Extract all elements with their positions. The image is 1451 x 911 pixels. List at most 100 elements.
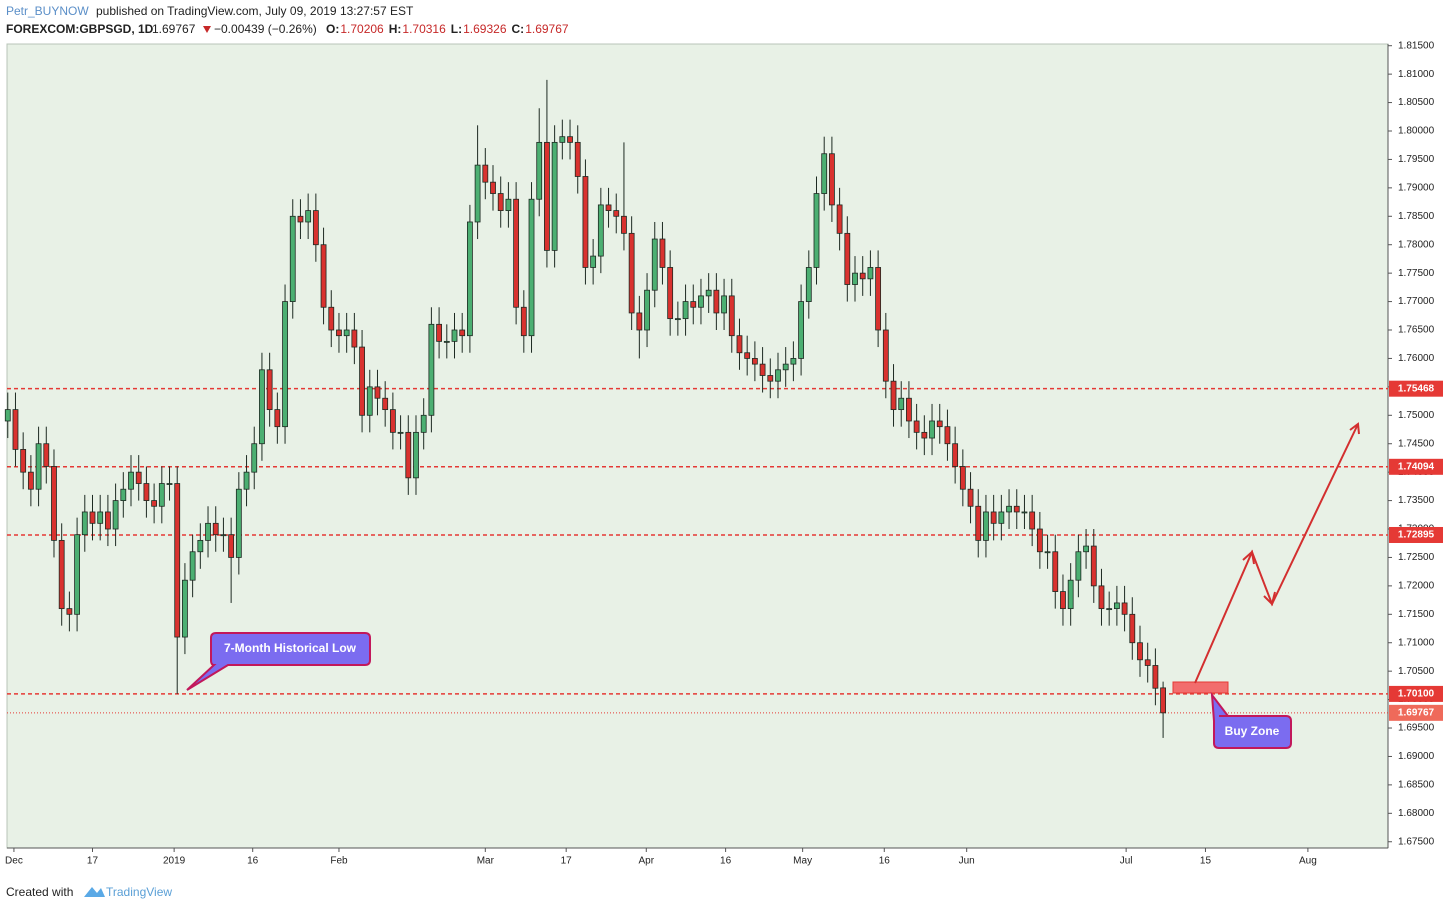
- ohlc-label: O:: [326, 22, 339, 36]
- candle-body: [459, 329, 466, 337]
- projection-arrows: [1194, 422, 1360, 684]
- candle-body: [189, 551, 196, 581]
- candle-body: [1113, 602, 1120, 610]
- candle-body: [251, 443, 258, 473]
- arrow-head: [1349, 422, 1360, 435]
- y-tick-label: 1.80000: [1398, 126, 1435, 137]
- candle-body: [243, 471, 250, 490]
- ohlc-label: H:: [389, 22, 402, 36]
- candle-body: [474, 164, 481, 223]
- candle-body: [1021, 511, 1028, 514]
- candle-body: [128, 471, 134, 490]
- candle-body: [751, 358, 758, 365]
- level-label-box: [1389, 526, 1443, 543]
- footer-brand[interactable]: TradingView: [106, 885, 172, 899]
- candle-body: [1160, 687, 1166, 714]
- candle-body: [736, 335, 743, 354]
- candle-body: [151, 500, 158, 507]
- header: Petr_BUYNOW published on TradingView.com…: [6, 4, 569, 36]
- candle-body: [844, 232, 851, 285]
- candle-body: [651, 238, 658, 291]
- candle-body: [528, 198, 535, 337]
- x-tick-label: 17: [561, 856, 573, 867]
- candle-body: [289, 215, 296, 302]
- candle-body: [959, 466, 966, 490]
- candle-body: [582, 176, 589, 268]
- down-arrow-icon: [203, 26, 211, 33]
- x-tick-label: 2019: [163, 856, 186, 867]
- candle-body: [305, 210, 312, 223]
- candle-body: [713, 289, 720, 314]
- candle-body: [536, 141, 543, 200]
- level-label: 1.74094: [1398, 461, 1435, 472]
- candle-body: [998, 511, 1005, 524]
- y-tick-label: 1.79000: [1398, 182, 1435, 193]
- y-tick-label: 1.71500: [1398, 609, 1435, 620]
- plot-area: [6, 43, 1389, 849]
- candle-body: [1006, 505, 1012, 513]
- candle-body: [51, 466, 57, 541]
- ohlc-value: 1.69326: [463, 22, 507, 36]
- candle-body: [27, 471, 34, 490]
- y-tick-label: 1.77000: [1398, 296, 1435, 307]
- candle-body: [1075, 551, 1082, 581]
- candle-body: [1152, 665, 1159, 689]
- candle-body: [235, 488, 242, 558]
- candle-body: [782, 363, 789, 371]
- projection-path: [1194, 423, 1359, 684]
- author[interactable]: Petr_BUYNOW: [6, 4, 89, 18]
- candle-body: [20, 449, 27, 473]
- candle-body: [359, 346, 365, 416]
- x-tick-label: May: [793, 856, 812, 867]
- callout: [186, 632, 371, 691]
- candle-body: [813, 193, 820, 268]
- candle-body: [1144, 659, 1151, 666]
- candle-body: [829, 153, 835, 206]
- candle-body: [1098, 585, 1105, 610]
- y-tick-label: 1.72500: [1398, 552, 1435, 563]
- x-tick-label: Apr: [638, 856, 654, 867]
- candle-body: [721, 295, 727, 314]
- candle-body: [43, 443, 50, 467]
- y-tick-label: 1.81500: [1398, 40, 1435, 51]
- candle-body: [282, 301, 288, 428]
- level-label-box: [1389, 380, 1443, 397]
- candle-body: [12, 409, 19, 450]
- candle-body: [405, 431, 412, 479]
- candle-body: [744, 352, 751, 359]
- candle-body: [682, 301, 689, 320]
- candle-body: [436, 323, 442, 342]
- footer-created: Created with: [6, 885, 73, 899]
- annotation-text: 7-Month Historical Low: [224, 641, 357, 655]
- last-price-box: [1389, 704, 1443, 721]
- candle-body: [882, 329, 889, 382]
- candle-body: [913, 420, 920, 433]
- x-tick-label: Jun: [959, 856, 975, 867]
- candle-body: [767, 375, 774, 382]
- candle-body: [166, 483, 173, 485]
- candle-body: [705, 289, 712, 297]
- y-tick-label: 1.68500: [1398, 780, 1435, 791]
- candle-body: [81, 511, 88, 536]
- candle-body: [312, 210, 319, 246]
- y-tick-label: 1.77500: [1398, 268, 1435, 279]
- candle-body: [790, 358, 797, 365]
- candle-body: [467, 221, 473, 337]
- candle-body: [875, 267, 882, 331]
- candle-body: [366, 386, 373, 416]
- candle-body: [428, 323, 435, 416]
- candle-body: [1052, 551, 1059, 592]
- annotation-text: Buy Zone: [1225, 724, 1280, 738]
- candle-body: [798, 301, 804, 359]
- ohlc-label: L:: [451, 22, 462, 36]
- candle-body: [482, 164, 489, 183]
- candle-body: [520, 306, 527, 337]
- candle-body: [890, 380, 897, 411]
- candle-body: [513, 198, 520, 308]
- x-tick-label: 15: [1200, 856, 1212, 867]
- candle-body: [328, 306, 335, 331]
- y-tick-label: 1.76500: [1398, 325, 1435, 336]
- candle-body: [967, 488, 974, 507]
- x-tick-label: Feb: [330, 856, 348, 867]
- candle-body: [174, 483, 181, 638]
